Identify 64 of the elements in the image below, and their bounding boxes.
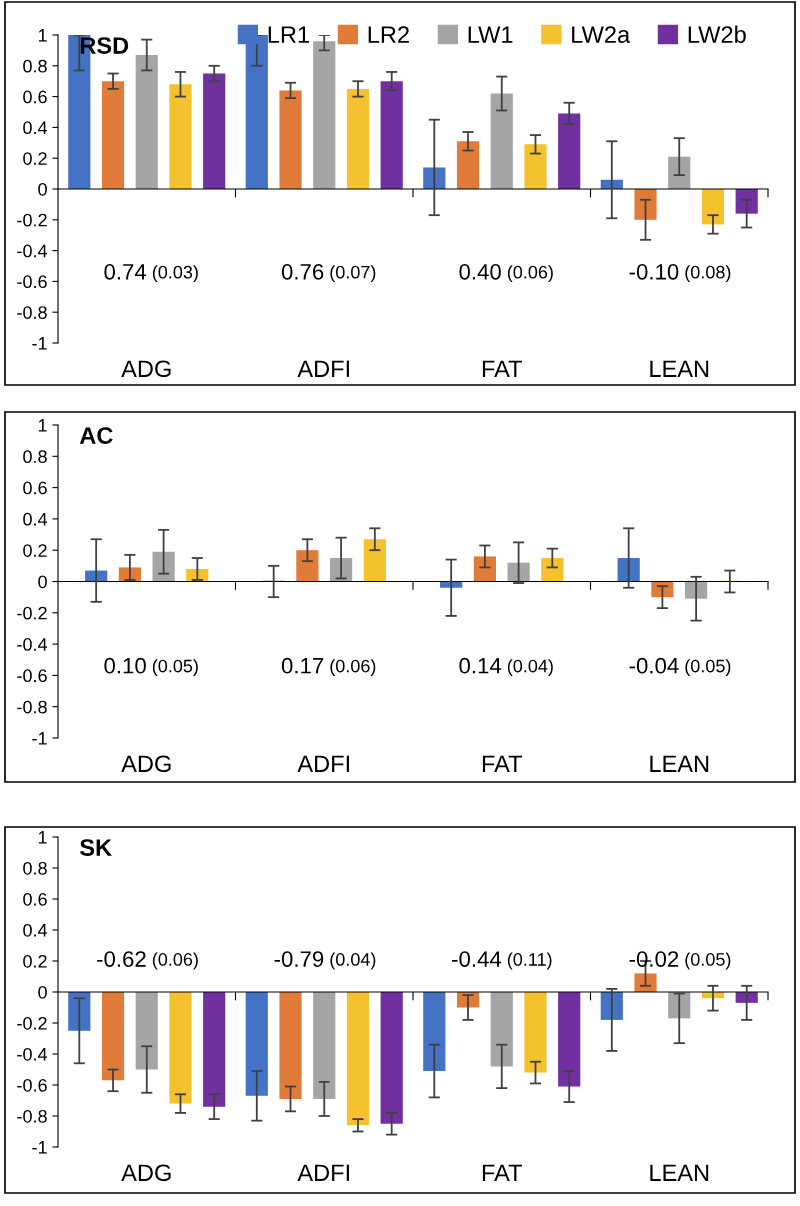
legend-label: LR2 (368, 26, 409, 43)
y-tick-label: -0.4 (17, 638, 48, 651)
x-tick-label: LEAN (650, 755, 709, 772)
annotation: -0.04 (0.05) (629, 657, 731, 676)
annotation: -0.10 (0.08) (629, 263, 731, 283)
x-tick-label: FAT (482, 755, 522, 772)
x-tick-label: ADFI (297, 1164, 349, 1181)
annotation: -0.62 (0.06) (97, 951, 198, 970)
x-tick-label: ADFI (297, 755, 349, 772)
y-tick-label: 0.6 (23, 892, 47, 906)
y-tick-label: -0.8 (17, 306, 47, 319)
y-tick-label: -1 (32, 1141, 47, 1154)
annotation: -0.79 (0.04) (274, 951, 376, 970)
annotation: 0.17 (0.06) (281, 657, 376, 676)
y-tick-label: -0.8 (17, 1109, 47, 1123)
y-tick-label: -0.6 (17, 1078, 47, 1092)
y-tick-label: 1 (38, 419, 47, 432)
y-tick-label: 0.4 (23, 923, 48, 937)
y-tick-label: 0 (38, 182, 47, 196)
annotation: 0.10 (0.05) (104, 657, 198, 676)
y-tick-label: 0.4 (23, 121, 48, 135)
legend-label: LR1 (268, 26, 309, 43)
legend-label: LW1 (468, 26, 513, 43)
chart-title: AC (79, 427, 113, 444)
annotation: -0.44 (0.11) (452, 951, 552, 970)
y-tick-label: -0.8 (17, 700, 47, 714)
annotation: 0.76 (0.07) (281, 263, 376, 283)
y-tick-label: 0.8 (23, 450, 47, 464)
x-tick-label: FAT (482, 360, 522, 377)
legend-label: LW2a (572, 26, 631, 43)
y-tick-label: -0.2 (17, 606, 47, 620)
x-tick-label: FAT (482, 1164, 522, 1181)
x-tick-label: LEAN (650, 360, 709, 377)
y-tick-label: -0.4 (17, 244, 48, 258)
y-tick-label: -0.6 (17, 669, 47, 683)
y-tick-label: -0.2 (17, 213, 47, 227)
y-tick-label: 1 (38, 29, 47, 42)
annotation: 0.40 (0.06) (459, 263, 553, 283)
annotation: 0.14 (0.04) (459, 657, 553, 676)
y-tick-label: 0.2 (23, 954, 47, 968)
x-tick-label: ADFI (297, 360, 349, 377)
y-tick-label: -1 (32, 337, 47, 350)
legend-label: LW2b (688, 25, 746, 43)
y-tick-label: 0.8 (23, 59, 47, 73)
y-tick-label: -1 (32, 732, 47, 745)
annotation: 0.74 (0.03) (104, 263, 198, 283)
y-tick-label: 0.2 (23, 152, 47, 165)
y-tick-label: -0.6 (17, 275, 47, 289)
y-tick-label: -0.2 (17, 1016, 47, 1030)
y-tick-label: 0.4 (23, 512, 48, 526)
x-tick-label: ADG (121, 360, 171, 378)
y-tick-label: 0.6 (23, 481, 47, 495)
y-tick-label: 0 (38, 985, 47, 999)
chart-title: SK (79, 839, 112, 856)
x-tick-label: LEAN (650, 1164, 709, 1181)
y-tick-label: 1 (38, 831, 47, 844)
y-tick-label: 0.8 (23, 861, 47, 875)
annotation: -0.02 (0.05) (629, 951, 731, 970)
y-tick-label: 0.6 (23, 90, 47, 104)
x-tick-label: ADG (121, 755, 171, 773)
y-tick-label: 0 (38, 575, 47, 589)
x-tick-label: ADG (121, 1164, 171, 1182)
y-tick-label: -0.4 (17, 1047, 48, 1061)
y-tick-label: 0.2 (23, 544, 47, 557)
